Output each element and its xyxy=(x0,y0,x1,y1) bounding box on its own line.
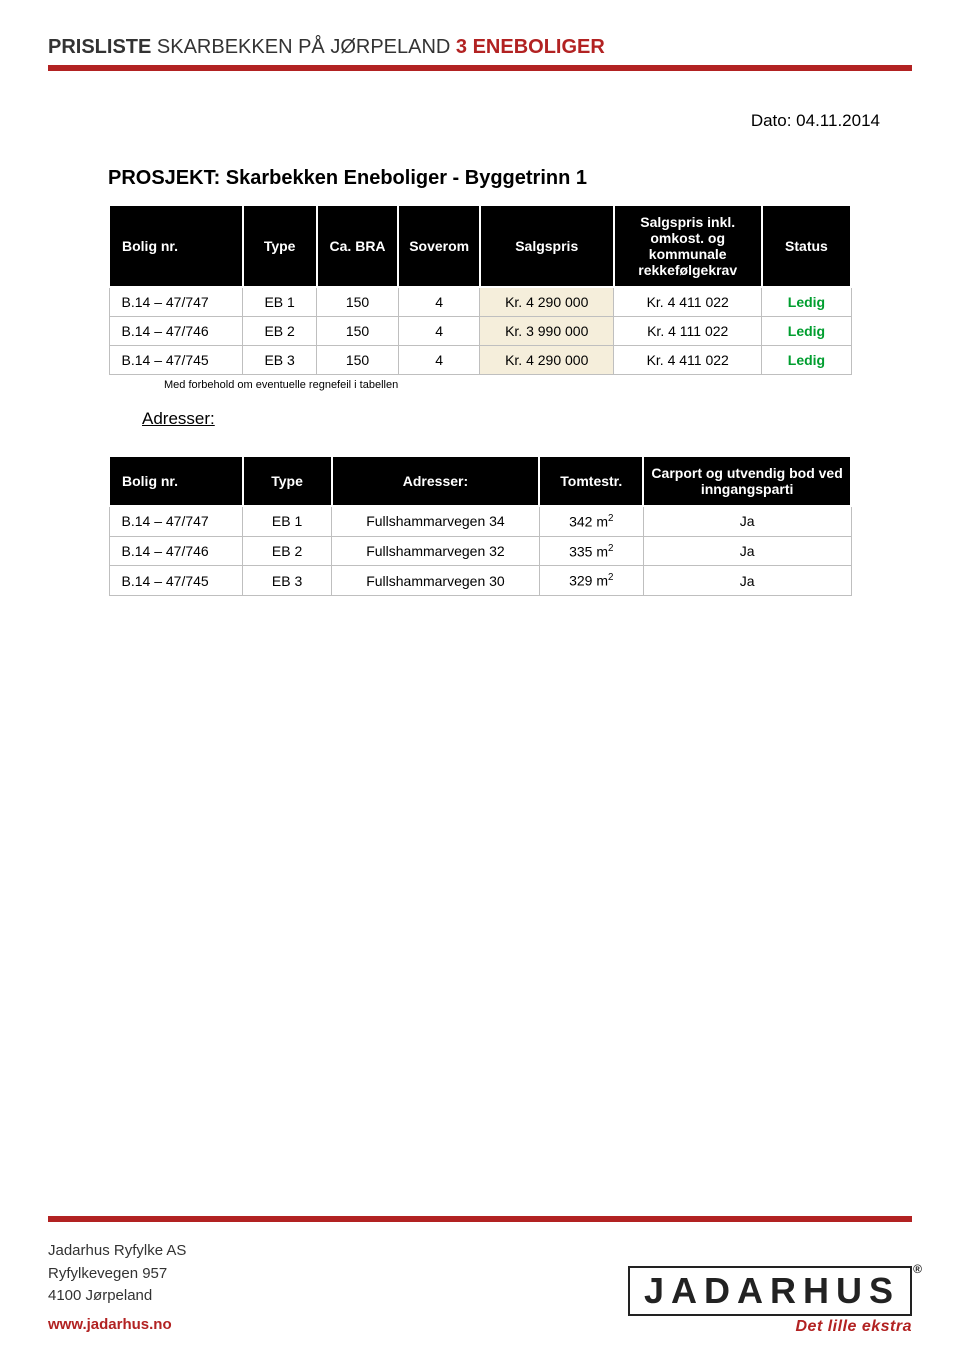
table-header-row: Bolig nr. Type Ca. BRA Soverom Salgspris… xyxy=(109,205,851,287)
title-mid: SKARBEKKEN PÅ JØRPELAND xyxy=(151,36,456,58)
cell-soverom: 4 xyxy=(398,287,480,317)
registered-icon: ® xyxy=(913,1262,922,1276)
cell-tomt: 342 m2 xyxy=(539,506,643,536)
col-carport: Carport og utvendig bod ved inngangspart… xyxy=(643,456,851,506)
company-name: Jadarhus Ryfylke AS xyxy=(48,1240,186,1263)
col-salgspris-inkl: Salgspris inkl. omkost. og kommunale rek… xyxy=(614,205,762,287)
cell-salg: Kr. 3 990 000 xyxy=(480,317,614,346)
footer-address: Jadarhus Ryfylke AS Ryfylkevegen 957 410… xyxy=(48,1240,186,1336)
cell-carport: Ja xyxy=(643,506,851,536)
project-title: PROSJEKT: Skarbekken Eneboliger - Bygget… xyxy=(108,167,852,190)
table-row: B.14 – 47/746 EB 2 150 4 Kr. 3 990 000 K… xyxy=(109,317,851,346)
cell-soverom: 4 xyxy=(398,317,480,346)
cell-tomt: 329 m2 xyxy=(539,566,643,596)
footer-divider xyxy=(48,1216,912,1222)
col-type: Type xyxy=(243,205,317,287)
cell-tomt: 335 m2 xyxy=(539,536,643,566)
cell-adr: Fullshammarvegen 34 xyxy=(332,506,540,536)
date-label: Dato: 04.11.2014 xyxy=(48,111,912,131)
table-header-row: Bolig nr. Type Adresser: Tomtestr. Carpo… xyxy=(109,456,851,506)
cell-bolig: B.14 – 47/747 xyxy=(109,506,243,536)
cell-carport: Ja xyxy=(643,536,851,566)
cell-bra: 150 xyxy=(317,346,399,375)
cell-bra: 150 xyxy=(317,317,399,346)
cell-soverom: 4 xyxy=(398,346,480,375)
table-row: B.14 – 47/745 EB 3 Fullshammarvegen 30 3… xyxy=(109,566,851,596)
cell-type: EB 3 xyxy=(243,566,332,596)
col-type: Type xyxy=(243,456,332,506)
price-table: Bolig nr. Type Ca. BRA Soverom Salgspris… xyxy=(108,204,852,375)
company-street: Ryfylkevegen 957 xyxy=(48,1263,186,1286)
table-row: B.14 – 47/746 EB 2 Fullshammarvegen 32 3… xyxy=(109,536,851,566)
cell-carport: Ja xyxy=(643,566,851,596)
col-salgspris: Salgspris xyxy=(480,205,614,287)
cell-bra: 150 xyxy=(317,287,399,317)
cell-type: EB 1 xyxy=(243,506,332,536)
cell-inkl: Kr. 4 411 022 xyxy=(614,287,762,317)
cell-type: EB 2 xyxy=(243,317,317,346)
cell-bolig: B.14 – 47/745 xyxy=(109,346,243,375)
company-city: 4100 Jørpeland xyxy=(48,1285,186,1308)
col-tomtestr: Tomtestr. xyxy=(539,456,643,506)
table-row: B.14 – 47/747 EB 1 150 4 Kr. 4 290 000 K… xyxy=(109,287,851,317)
page-title: PRISLISTE SKARBEKKEN PÅ JØRPELAND 3 ENEB… xyxy=(48,36,912,59)
cell-status: Ledig xyxy=(762,346,851,375)
col-soverom: Soverom xyxy=(398,205,480,287)
cell-adr: Fullshammarvegen 32 xyxy=(332,536,540,566)
cell-bolig: B.14 – 47/745 xyxy=(109,566,243,596)
col-bolignr: Bolig nr. xyxy=(109,205,243,287)
adresser-heading: Adresser: xyxy=(142,409,852,429)
cell-status: Ledig xyxy=(762,287,851,317)
cell-salg: Kr. 4 290 000 xyxy=(480,287,614,317)
logo-text: JADARHUS ® xyxy=(628,1266,912,1316)
col-bolignr: Bolig nr. xyxy=(109,456,243,506)
cell-status: Ledig xyxy=(762,317,851,346)
cell-inkl: Kr. 4 411 022 xyxy=(614,346,762,375)
cell-type: EB 3 xyxy=(243,346,317,375)
title-prefix: PRISLISTE xyxy=(48,36,151,58)
cell-salg: Kr. 4 290 000 xyxy=(480,346,614,375)
table-footnote: Med forbehold om eventuelle regnefeil i … xyxy=(164,379,852,391)
company-website: www.jadarhus.no xyxy=(48,1314,186,1337)
cell-inkl: Kr. 4 111 022 xyxy=(614,317,762,346)
address-table: Bolig nr. Type Adresser: Tomtestr. Carpo… xyxy=(108,455,852,596)
title-suffix: 3 ENEBOLIGER xyxy=(456,36,605,58)
logo: JADARHUS ® Det lille ekstra xyxy=(628,1266,912,1336)
table-row: B.14 – 47/747 EB 1 Fullshammarvegen 34 3… xyxy=(109,506,851,536)
header-divider xyxy=(48,65,912,71)
cell-bolig: B.14 – 47/747 xyxy=(109,287,243,317)
cell-bolig: B.14 – 47/746 xyxy=(109,536,243,566)
page-footer: Jadarhus Ryfylke AS Ryfylkevegen 957 410… xyxy=(0,1216,960,1364)
cell-adr: Fullshammarvegen 30 xyxy=(332,566,540,596)
cell-type: EB 1 xyxy=(243,287,317,317)
logo-tagline: Det lille ekstra xyxy=(628,1318,912,1336)
cell-type: EB 2 xyxy=(243,536,332,566)
table-row: B.14 – 47/745 EB 3 150 4 Kr. 4 290 000 K… xyxy=(109,346,851,375)
cell-bolig: B.14 – 47/746 xyxy=(109,317,243,346)
col-adresser: Adresser: xyxy=(332,456,540,506)
col-status: Status xyxy=(762,205,851,287)
col-bra: Ca. BRA xyxy=(317,205,399,287)
